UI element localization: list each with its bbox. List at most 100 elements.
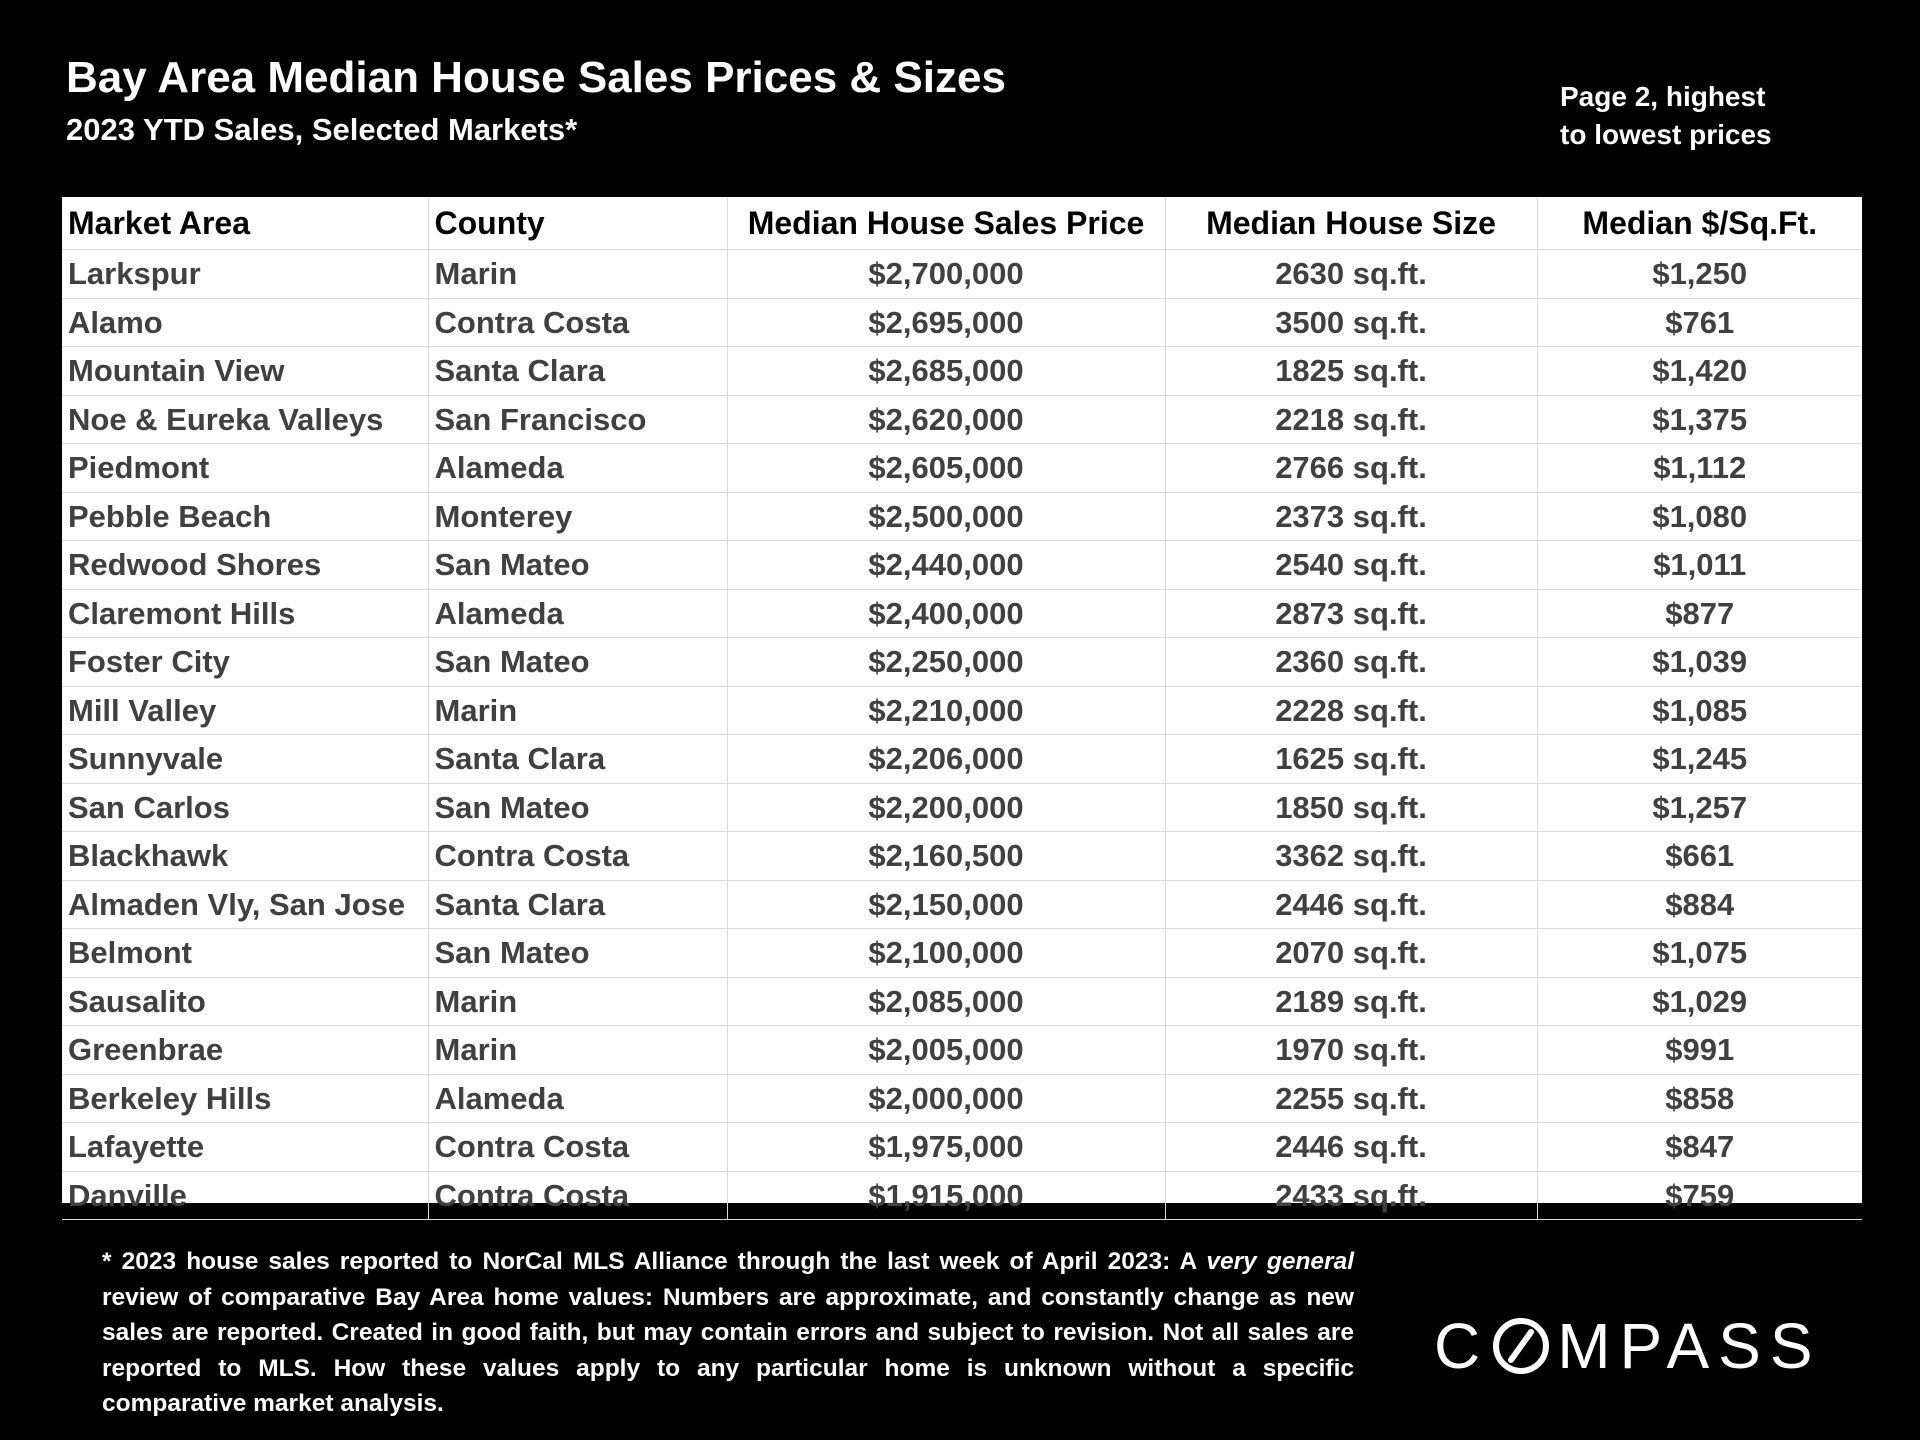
price-per-sqft-cell: $761 — [1537, 298, 1862, 347]
county-cell: Santa Clara — [428, 346, 728, 396]
median-price-cell: $1,915,000 — [727, 1171, 1166, 1220]
market-area-cell: Noe & Eureka Valleys — [62, 395, 429, 444]
page-note-line-2: to lowest prices — [1560, 119, 1772, 150]
table-row: Redwood Shores San Mateo $2,440,000 2540 sq… — [62, 540, 1862, 590]
median-size-cell: 3362 sq.ft. — [1165, 831, 1538, 881]
table-row: San Carlos San Mateo $2,200,000 1850 sq.ft.… — [62, 783, 1862, 832]
county-cell: Marin — [428, 249, 728, 299]
table-row: Noe & Eureka Valleys San Francisco $2,620,… — [62, 395, 1862, 444]
table-row: Larkspur Marin $2,700,000 2630 sq.ft. $1,250 — [62, 249, 1862, 299]
market-area-cell: Berkeley Hills — [62, 1074, 429, 1123]
median-price-cell: $2,085,000 — [727, 977, 1166, 1026]
median-price-cell: $2,160,500 — [727, 831, 1166, 881]
median-price-cell: $2,100,000 — [727, 928, 1166, 978]
table-body: Larkspur Marin $2,700,000 2630 sq.ft. $1,250… — [62, 249, 1862, 1220]
market-area-cell: Lafayette — [62, 1122, 429, 1172]
county-cell: Marin — [428, 1025, 728, 1075]
county-cell: Contra Costa — [428, 298, 728, 347]
market-area-cell: Claremont Hills — [62, 589, 429, 638]
median-price-cell: $2,000,000 — [727, 1074, 1166, 1123]
table-row: Piedmont Alameda $2,605,000 2766 sq.ft. $1,1… — [62, 443, 1862, 493]
market-area-cell: Foster City — [62, 637, 429, 687]
column-header-median-size: Median House Size — [1165, 197, 1538, 250]
column-header-market-area: Market Area — [62, 197, 429, 250]
median-size-cell: 2360 sq.ft. — [1165, 637, 1538, 687]
median-price-cell: $2,250,000 — [727, 637, 1166, 687]
market-table: Market Area County Median House Sales Pr… — [62, 197, 1862, 1220]
median-price-cell: $2,500,000 — [727, 492, 1166, 541]
table-row: Mountain View Santa Clara $2,685,000 1825 s… — [62, 346, 1862, 396]
table-row: Blackhawk Contra Costa $2,160,500 3362 sq.f… — [62, 831, 1862, 881]
price-per-sqft-cell: $1,245 — [1537, 734, 1862, 784]
price-per-sqft-cell: $877 — [1537, 589, 1862, 638]
market-area-cell: Pebble Beach — [62, 492, 429, 541]
table-row: Almaden Vly, San Jose Santa Clara $2,150,0… — [62, 880, 1862, 929]
logo-letter-c: C — [1434, 1310, 1490, 1382]
median-size-cell: 2228 sq.ft. — [1165, 686, 1538, 735]
footnote: * 2023 house sales reported to NorCal ML… — [102, 1244, 1354, 1422]
market-area-cell: Redwood Shores — [62, 540, 429, 590]
market-area-cell: Greenbrae — [62, 1025, 429, 1075]
median-price-cell: $2,440,000 — [727, 540, 1166, 590]
county-cell: Contra Costa — [428, 1171, 728, 1220]
median-price-cell: $2,005,000 — [727, 1025, 1166, 1075]
market-area-cell: Belmont — [62, 928, 429, 978]
median-size-cell: 2766 sq.ft. — [1165, 443, 1538, 493]
market-area-cell: Blackhawk — [62, 831, 429, 881]
table-row: Sunnyvale Santa Clara $2,206,000 1625 sq.ft… — [62, 734, 1862, 784]
price-per-sqft-cell: $1,039 — [1537, 637, 1862, 687]
market-area-cell: Alamo — [62, 298, 429, 347]
market-area-cell: Mill Valley — [62, 686, 429, 735]
compass-logo: C MPASS — [1434, 1310, 1822, 1382]
median-size-cell: 1850 sq.ft. — [1165, 783, 1538, 832]
county-cell: San Francisco — [428, 395, 728, 444]
median-size-cell: 2433 sq.ft. — [1165, 1171, 1538, 1220]
price-per-sqft-cell: $1,075 — [1537, 928, 1862, 978]
price-per-sqft-cell: $847 — [1537, 1122, 1862, 1172]
county-cell: Santa Clara — [428, 880, 728, 929]
median-size-cell: 1825 sq.ft. — [1165, 346, 1538, 396]
price-per-sqft-cell: $1,080 — [1537, 492, 1862, 541]
table-row: Mill Valley Marin $2,210,000 2228 sq.ft. $1,… — [62, 686, 1862, 735]
price-per-sqft-cell: $1,257 — [1537, 783, 1862, 832]
table-row: Belmont San Mateo $2,100,000 2070 sq.ft. $1,… — [62, 928, 1862, 978]
median-price-cell: $2,400,000 — [727, 589, 1166, 638]
column-header-median-price: Median House Sales Price — [727, 197, 1166, 250]
table-header-row: Market Area County Median House Sales Pr… — [62, 197, 1862, 250]
price-per-sqft-cell: $759 — [1537, 1171, 1862, 1220]
county-cell: San Mateo — [428, 928, 728, 978]
column-header-price-per-sqft: Median $/Sq.Ft. — [1537, 197, 1862, 250]
county-cell: Marin — [428, 977, 728, 1026]
page-subtitle: 2023 YTD Sales, Selected Markets* — [66, 112, 578, 147]
price-per-sqft-cell: $1,011 — [1537, 540, 1862, 590]
county-cell: Alameda — [428, 1074, 728, 1123]
median-size-cell: 2873 sq.ft. — [1165, 589, 1538, 638]
table-row: Berkeley Hills Alameda $2,000,000 2255 sq.f… — [62, 1074, 1862, 1123]
price-per-sqft-cell: $1,112 — [1537, 443, 1862, 493]
footnote-text-2: review of comparative Bay Area home valu… — [102, 1283, 1354, 1418]
county-cell: Santa Clara — [428, 734, 728, 784]
county-cell: Monterey — [428, 492, 728, 541]
median-price-cell: $2,150,000 — [727, 880, 1166, 929]
median-size-cell: 2540 sq.ft. — [1165, 540, 1538, 590]
price-per-sqft-cell: $1,029 — [1537, 977, 1862, 1026]
price-per-sqft-cell: $661 — [1537, 831, 1862, 881]
footnote-text-1: * 2023 house sales reported to NorCal ML… — [102, 1248, 1207, 1275]
median-size-cell: 2630 sq.ft. — [1165, 249, 1538, 299]
median-size-cell: 2255 sq.ft. — [1165, 1074, 1538, 1123]
median-size-cell: 2373 sq.ft. — [1165, 492, 1538, 541]
logo-letters-rest: MPASS — [1557, 1310, 1822, 1382]
median-size-cell: 1970 sq.ft. — [1165, 1025, 1538, 1075]
price-per-sqft-cell: $1,250 — [1537, 249, 1862, 299]
market-area-cell: Piedmont — [62, 443, 429, 493]
table-row: Pebble Beach Monterey $2,500,000 2373 sq.ft… — [62, 492, 1862, 541]
county-cell: Contra Costa — [428, 831, 728, 881]
median-size-cell: 2189 sq.ft. — [1165, 977, 1538, 1026]
price-per-sqft-cell: $1,085 — [1537, 686, 1862, 735]
column-header-county: County — [428, 197, 728, 250]
market-area-cell: Danville — [62, 1171, 429, 1220]
median-price-cell: $2,206,000 — [727, 734, 1166, 784]
median-size-cell: 2218 sq.ft. — [1165, 395, 1538, 444]
table-row: Claremont Hills Alameda $2,400,000 2873 sq.… — [62, 589, 1862, 638]
market-area-cell: Mountain View — [62, 346, 429, 396]
